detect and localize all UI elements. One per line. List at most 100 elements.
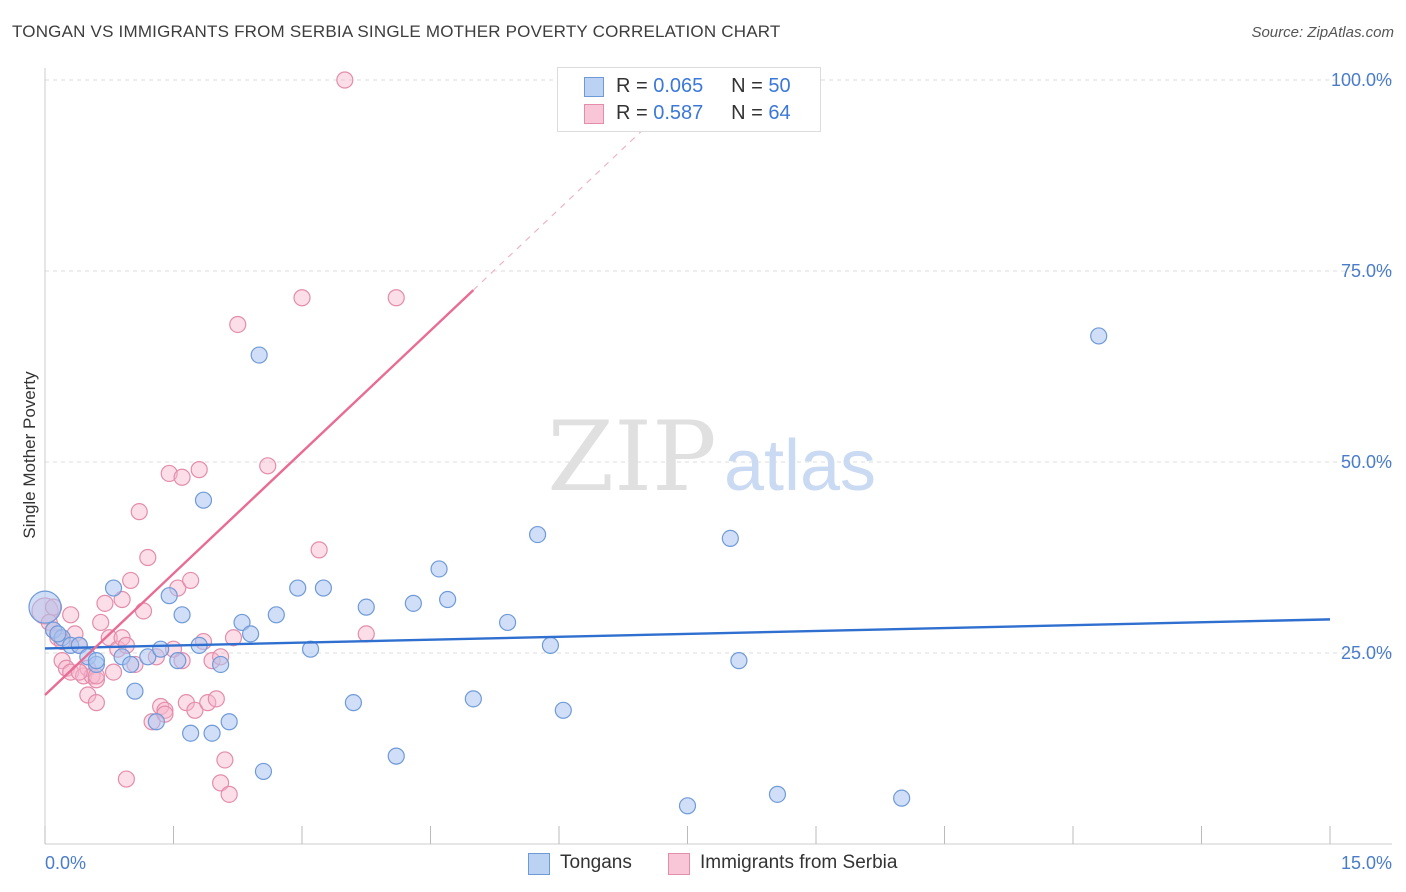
- tongans-point: [387, 747, 405, 765]
- y-tick-label: 25.0%: [1341, 643, 1392, 663]
- serbia-point: [357, 625, 375, 643]
- legend-swatch-serbia: [584, 104, 604, 124]
- grid: [45, 79, 1392, 654]
- tongans-point: [49, 625, 67, 643]
- legend-swatch-tongans: [584, 77, 604, 97]
- tongans-point: [430, 560, 448, 578]
- serbia-point: [212, 774, 230, 792]
- serbia-point: [220, 785, 238, 803]
- serbia-point: [387, 289, 405, 307]
- legend-n-label: N =: [731, 102, 763, 124]
- legend-swatch-serbia: [668, 853, 690, 875]
- watermark-zip: ZIP: [547, 401, 716, 513]
- serbia-point: [160, 464, 178, 483]
- serbia-point: [199, 694, 217, 712]
- tongans-point: [893, 789, 911, 807]
- tongans-point: [499, 613, 517, 632]
- tongans-point: [254, 762, 273, 781]
- tongans-point: [250, 346, 268, 364]
- legend-label-tongans: Tongans: [560, 852, 632, 873]
- watermark: ZIP atlas: [547, 401, 876, 513]
- serbia-trend-line: [44, 289, 475, 696]
- tongans-point: [1090, 327, 1108, 345]
- legend-n-label: N =: [731, 75, 763, 97]
- tongans-point: [139, 648, 157, 666]
- tongans-point: [404, 594, 422, 612]
- serbia-point: [336, 71, 354, 89]
- serbia-point: [130, 503, 148, 521]
- tongans-point: [182, 724, 200, 742]
- legend-r-value: 0.587: [653, 102, 704, 124]
- tongans-point: [160, 587, 178, 605]
- tongans-point: [212, 655, 230, 674]
- serbia-point: [207, 690, 225, 708]
- serbia-point: [293, 289, 311, 307]
- tongans-point: [194, 491, 213, 509]
- tongans-point: [104, 579, 123, 597]
- serbia-point: [100, 629, 118, 647]
- legend-n-value: 50: [768, 75, 791, 97]
- x-tick-label: 15.0%: [1341, 853, 1392, 873]
- tongans-point: [126, 682, 144, 700]
- legend-label-serbia: Immigrants from Serbia: [700, 852, 898, 873]
- tongans-point: [289, 579, 307, 597]
- legend-r-value: 0.065: [653, 75, 704, 97]
- serbia-point: [229, 315, 247, 334]
- serbia-point: [122, 571, 140, 590]
- tongans-point: [152, 640, 170, 658]
- tongans-point: [169, 652, 187, 670]
- serbia-point: [92, 613, 110, 632]
- tongans-point: [233, 613, 251, 632]
- axes: [44, 68, 1392, 845]
- series-tongans-points: [28, 327, 1108, 815]
- serbia-point: [156, 701, 174, 719]
- tongans-point: [730, 652, 748, 670]
- tongans-point: [528, 525, 547, 544]
- x-tick-label: 0.0%: [45, 853, 86, 873]
- serbia-trend-extension: [472, 127, 646, 291]
- tick-labels: 25.0% 50.0% 75.0% 100.0% 0.0% 15.0%: [45, 70, 1392, 873]
- chart-title: TONGAN VS IMMIGRANTS FROM SERBIA SINGLE …: [12, 22, 781, 41]
- serbia-point: [62, 606, 80, 624]
- tongans-point: [173, 606, 191, 624]
- legend-swatch-tongans: [528, 853, 550, 875]
- series-serbia-points: [31, 71, 405, 803]
- tongans-point: [554, 701, 572, 719]
- tongans-point: [439, 590, 457, 609]
- serbia-point: [173, 468, 191, 486]
- tongans-point: [220, 713, 238, 731]
- serbia-point: [186, 701, 204, 719]
- y-tick-label: 100.0%: [1331, 70, 1392, 90]
- tongans-point: [541, 636, 560, 654]
- tongans-point: [301, 640, 320, 658]
- trend-lines: [44, 127, 1331, 696]
- serbia-point: [87, 694, 106, 712]
- serbia-point: [182, 571, 200, 590]
- serbia-point: [224, 629, 243, 647]
- tongans-point: [147, 713, 165, 731]
- serbia-point: [310, 541, 328, 559]
- tongans-point: [464, 690, 482, 708]
- tongans-point: [314, 579, 333, 597]
- legend-n-value: 64: [768, 102, 791, 124]
- tongans-point: [721, 529, 739, 548]
- y-tick-label: 50.0%: [1341, 452, 1392, 472]
- serbia-point: [117, 770, 135, 788]
- tongans-point: [87, 652, 106, 670]
- serbia-point: [216, 751, 234, 769]
- serbia-point: [139, 548, 157, 567]
- tongans-point: [203, 724, 221, 742]
- legend-r-label: R =: [616, 102, 648, 124]
- tongans-point: [768, 785, 787, 803]
- serbia-point: [113, 590, 131, 609]
- tongans-point: [122, 655, 140, 674]
- tongans-point: [344, 694, 362, 712]
- legend-r-label: R =: [616, 75, 648, 97]
- serbia-point: [259, 457, 277, 475]
- serbia-point: [134, 602, 153, 620]
- tongans-point: [267, 606, 285, 624]
- tongans-trend-line: [44, 618, 1331, 650]
- y-tick-label: 75.0%: [1341, 261, 1392, 281]
- serbia-point: [96, 594, 114, 612]
